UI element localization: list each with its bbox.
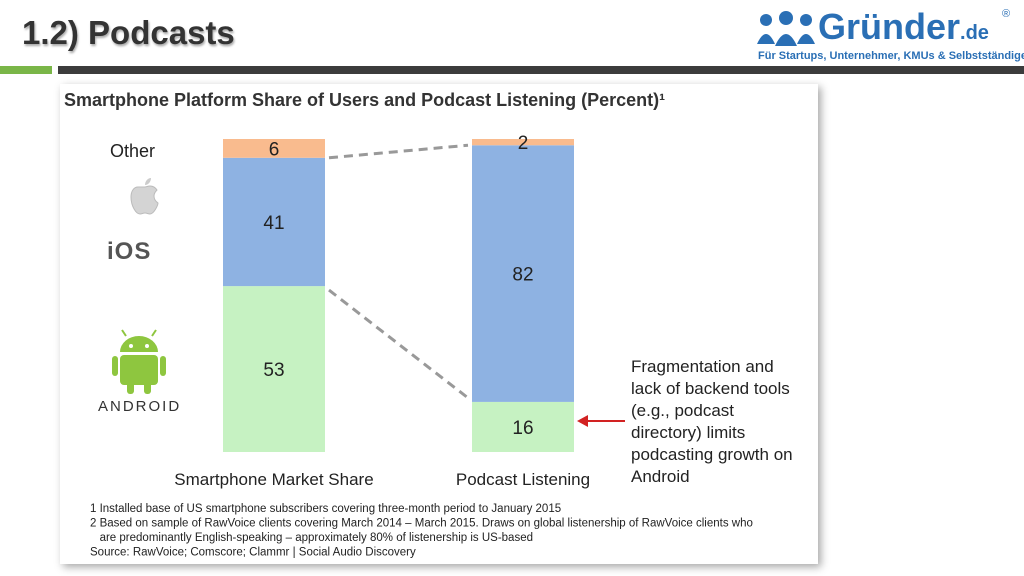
people-logo-icon [757, 11, 815, 46]
connector-line-1 [328, 288, 469, 400]
value-label-ios-0: 41 [263, 213, 284, 234]
legend-other: Other [110, 141, 155, 161]
annotation-text: Fragmentation and lack of backend tools (e… [631, 357, 793, 486]
brand-logo: Gründer.de ® Für Startups, Unternehmer, … [756, 6, 1024, 66]
logo-subtitle: Für Startups, Unternehmer, KMUs & Selbst… [758, 50, 1024, 62]
legend-ios: iOS [107, 238, 151, 265]
bar-other-1 [472, 139, 574, 146]
footnote-line: are predominantly English-speaking – app… [90, 532, 533, 544]
arrow-icon [577, 415, 625, 427]
footnote-line: 2 Based on sample of RawVoice clients co… [90, 518, 753, 530]
chart-panel: Smartphone Platform Share of Users and P… [60, 84, 818, 564]
divider-bar [58, 66, 1024, 74]
annotation-line: (e.g., podcast [631, 401, 734, 420]
annotation-line: podcasting growth on [631, 445, 793, 464]
logo-registered-mark: ® [1002, 8, 1011, 20]
footnote-line: Source: RawVoice; Comscore; Clammr | Soc… [90, 547, 416, 559]
value-label-ios-1: 82 [512, 265, 533, 286]
category-label-1: Podcast Listening [456, 470, 590, 489]
chart-title: Smartphone Platform Share of Users and P… [64, 90, 665, 110]
legend-android: ANDROID [98, 398, 181, 415]
bar-android-0 [223, 286, 325, 452]
bars-layer: 53 41 6 16 82 2 [223, 133, 574, 452]
value-label-android-0: 53 [263, 360, 284, 381]
android-icon [112, 329, 166, 394]
category-label-0: Smartphone Market Share [174, 470, 373, 489]
value-label-other-0: 6 [269, 139, 280, 160]
connector-line-0 [328, 143, 469, 160]
footnote-line: 1 Installed base of US smartphone subscr… [90, 503, 561, 515]
stacked-bar-chart: Smartphone Platform Share of Users and P… [64, 90, 793, 559]
divider-accent [0, 66, 52, 74]
apple-icon [130, 178, 159, 215]
bar-android-1 [472, 401, 574, 452]
bar-other-0 [223, 139, 325, 158]
annotation-line: lack of backend tools [631, 379, 790, 398]
bar-ios-0 [223, 157, 325, 287]
value-label-android-1: 16 [512, 418, 533, 439]
annotation-line: directory) limits [631, 423, 745, 442]
annotation-line: Android [631, 467, 690, 486]
bar-ios-1 [472, 145, 574, 402]
logo-wordmark: Gründer.de [818, 6, 989, 47]
category-labels: Smartphone Market Share Podcast Listening [174, 470, 590, 489]
connector-lines [328, 143, 469, 400]
footnotes: 1 Installed base of US smartphone subscr… [90, 503, 753, 559]
annotation-line: Fragmentation and [631, 357, 774, 376]
value-label-other-1: 2 [518, 133, 529, 154]
slide-title: 1.2) Podcasts [22, 14, 235, 51]
